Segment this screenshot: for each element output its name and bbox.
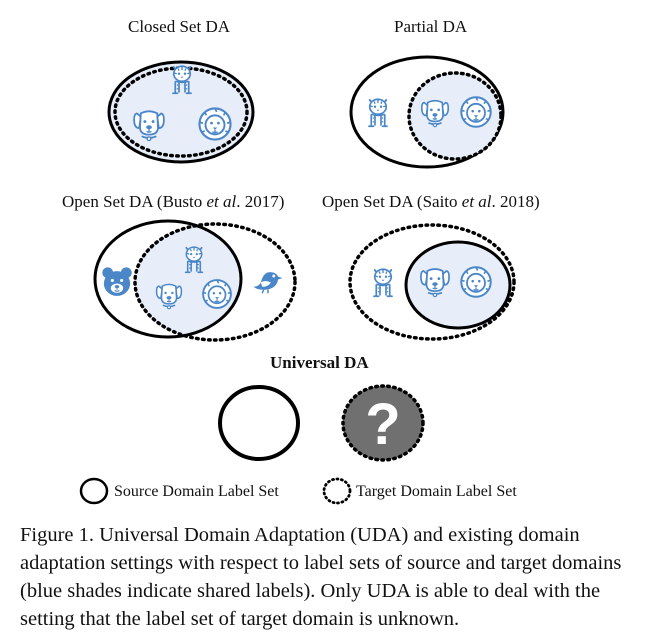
saito-target-circle — [348, 223, 516, 341]
partial-source-circle — [349, 55, 505, 169]
busto-bird-icon — [252, 271, 284, 294]
partial-da-title: Partial DA — [394, 17, 468, 36]
busto-lion-icon — [202, 279, 232, 309]
closed-set-target-circle — [113, 66, 249, 158]
closed-set-source-circle — [107, 60, 255, 164]
open-set-busto-title-post: . 2017) — [236, 192, 285, 211]
saito-tiger-icon — [372, 268, 394, 298]
open-set-busto-title: Open Set DA (Busto et al. 2017) — [62, 192, 284, 212]
universal-unknown-fill — [343, 386, 423, 460]
partial-lion-icon — [460, 96, 492, 128]
universal-target-circle — [341, 384, 425, 462]
legend-target-swatch — [322, 477, 352, 505]
busto-source-circle — [93, 219, 243, 339]
closed-set-da-title: Closed Set DA — [128, 17, 230, 36]
saito-lion-icon — [460, 266, 492, 298]
saito-source-circle — [404, 240, 512, 330]
legend-target-label: Target Domain Label Set — [356, 483, 517, 500]
open-set-saito-title-post: . 2018) — [491, 192, 540, 211]
closed-set-lion-icon — [198, 107, 232, 141]
open-set-saito-title: Open Set DA (Saito et al. 2018) — [322, 192, 540, 212]
partial-target-circle — [407, 71, 503, 161]
legend-source-label: Source Domain Label Set — [114, 483, 279, 500]
legend-source-swatch — [79, 477, 109, 505]
open-set-saito-title-pre: Open Set DA (Saito — [322, 192, 462, 211]
busto-bear-icon — [101, 266, 133, 297]
open-set-busto-title-pre: Open Set DA (Busto — [62, 192, 207, 211]
universal-da-title: Universal DA — [270, 353, 369, 372]
partial-shared-region — [409, 73, 501, 159]
open-set-saito-title-em: et al — [461, 192, 492, 211]
busto-target-circle — [133, 222, 297, 342]
universal-question-mark: ? — [365, 392, 400, 457]
partial-tiger-icon — [367, 98, 389, 128]
open-set-busto-title-em: et al — [206, 192, 237, 211]
universal-source-circle — [218, 385, 300, 461]
figure-caption: Figure 1. Universal Domain Adaptation (U… — [20, 524, 622, 630]
